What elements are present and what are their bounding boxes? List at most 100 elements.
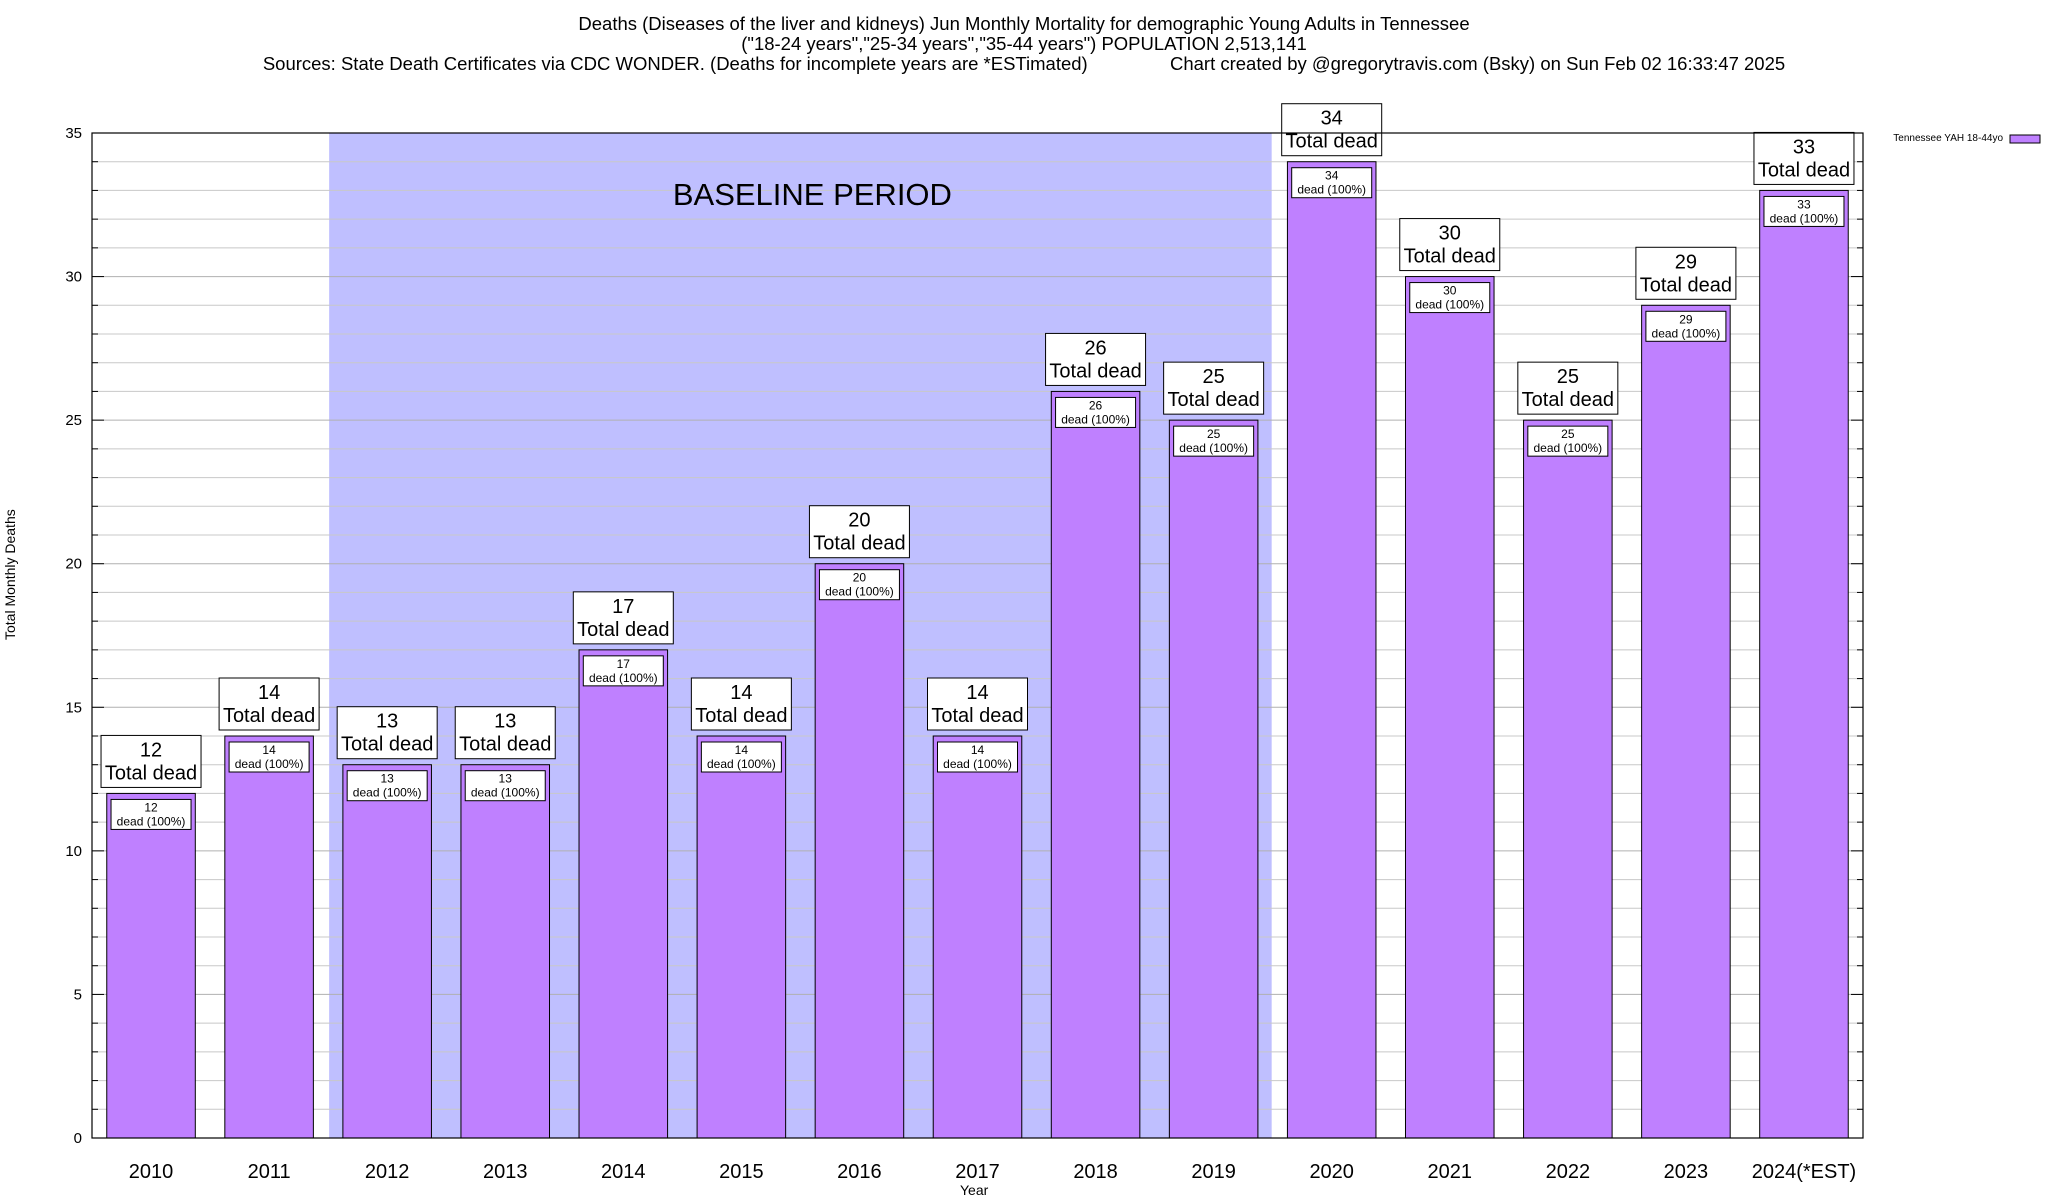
bar-top-caption: Total dead xyxy=(931,705,1023,727)
bar-inner-percent: dead (100%) xyxy=(589,671,658,685)
plot-frame xyxy=(91,132,1864,1139)
bar-inner-percent: dead (100%) xyxy=(471,786,540,800)
bar-top-label-box xyxy=(218,677,320,731)
legend-label: Tennessee YAH 18-44yo xyxy=(1893,133,2003,144)
bar-top-value: 17 xyxy=(612,596,634,618)
bar-top-label-box xyxy=(1045,332,1147,386)
y-tick-label: 15 xyxy=(65,699,82,716)
bar-top-label-box xyxy=(1399,218,1501,272)
bar xyxy=(1523,419,1613,1139)
x-axis-label: Year xyxy=(960,1182,989,1198)
bar-top-value: 34 xyxy=(1321,108,1343,130)
bar-inner-percent: dead (100%) xyxy=(117,814,186,828)
baseline-period-label: BASELINE PERIOD xyxy=(673,177,952,212)
bar-top-label-box xyxy=(1753,131,1855,185)
bar-inner-value: 20 xyxy=(853,571,867,585)
bar-inner-label-box xyxy=(1291,167,1373,199)
x-tick-label: 2013 xyxy=(483,1161,528,1183)
bar-inner-label-box xyxy=(937,741,1018,773)
x-tick-label: 2015 xyxy=(719,1161,764,1183)
bar-top-caption: Total dead xyxy=(105,762,197,784)
x-tick-label: 2018 xyxy=(1073,1161,1118,1183)
x-tick-label: 2022 xyxy=(1546,1161,1591,1183)
bar-top-caption: Total dead xyxy=(1167,389,1259,411)
bar-inner-value: 25 xyxy=(1561,427,1575,441)
y-tick-label: 0 xyxy=(74,1130,82,1147)
bar-inner-percent: dead (100%) xyxy=(1415,298,1484,312)
bar-top-value: 14 xyxy=(966,682,988,704)
bar-top-label-box xyxy=(808,505,910,559)
bar-top-caption: Total dead xyxy=(1758,159,1850,181)
bar-inner-label-box xyxy=(1645,310,1727,342)
bar-inner-label-box xyxy=(1763,195,1845,227)
bar xyxy=(1168,419,1259,1139)
bar-top-value: 20 xyxy=(848,510,870,532)
title-line-1: Deaths (Diseases of the liver and kidney… xyxy=(578,13,1470,34)
bar xyxy=(224,735,314,1139)
y-tick-label: 25 xyxy=(65,412,82,429)
y-tick-label: 5 xyxy=(74,986,82,1003)
y-tick-label: 30 xyxy=(65,269,82,286)
bar-inner-percent: dead (100%) xyxy=(943,757,1012,771)
bar-top-value: 25 xyxy=(1203,366,1225,388)
bar-inner-label-box xyxy=(1055,396,1137,428)
bar-top-value: 14 xyxy=(730,682,752,704)
bar-inner-percent: dead (100%) xyxy=(1297,183,1366,197)
bar xyxy=(814,563,905,1139)
bar-inner-percent: dead (100%) xyxy=(707,757,776,771)
bar-top-value: 14 xyxy=(258,682,280,704)
bar-top-caption: Total dead xyxy=(1286,131,1378,153)
x-tick-label: 2023 xyxy=(1664,1161,1709,1183)
title-line-3: Sources: State Death Certificates via CD… xyxy=(0,54,2048,74)
x-tick-label: 2024(*EST) xyxy=(1752,1161,1857,1183)
bar-top-caption: Total dead xyxy=(1640,274,1732,296)
bar-inner-value: 30 xyxy=(1443,284,1457,298)
bar-inner-value: 29 xyxy=(1679,312,1693,326)
bar-inner-value: 12 xyxy=(144,800,158,814)
bar-inner-percent: dead (100%) xyxy=(235,757,304,771)
y-axis-label: Total Monthly Deaths xyxy=(2,509,18,640)
bar-top-caption: Total dead xyxy=(341,734,433,756)
title-sources: Sources: State Death Certificates via CD… xyxy=(262,53,1088,74)
bar-inner-value: 17 xyxy=(617,657,631,671)
bar-inner-label-box xyxy=(228,741,310,773)
x-tick-label: 2016 xyxy=(837,1161,882,1183)
bar-inner-label-box xyxy=(1527,425,1609,457)
bar-inner-percent: dead (100%) xyxy=(1179,441,1248,455)
bar-inner-label-box xyxy=(346,770,428,802)
bar-top-caption: Total dead xyxy=(1522,389,1614,411)
x-tick-label: 2017 xyxy=(955,1161,1000,1183)
bar-inner-value: 13 xyxy=(499,772,513,786)
bar xyxy=(1286,161,1377,1139)
bar-inner-label-box xyxy=(1409,282,1491,314)
bar-top-value: 29 xyxy=(1675,251,1697,273)
bar-inner-value: 13 xyxy=(380,772,394,786)
bar-top-value: 33 xyxy=(1793,136,1815,158)
bar-top-value: 30 xyxy=(1439,223,1461,245)
x-tick-label: 2020 xyxy=(1309,1161,1354,1183)
bar-top-caption: Total dead xyxy=(577,619,669,641)
title-credit: Chart created by @gregorytravis.com (Bsk… xyxy=(1169,53,1786,74)
bar-top-label-box xyxy=(1635,246,1737,300)
y-tick-label: 10 xyxy=(65,843,82,860)
bar-inner-value: 33 xyxy=(1797,197,1811,211)
bar-top-label-box xyxy=(336,706,438,760)
bar-top-caption: Total dead xyxy=(1404,246,1496,268)
bar-top-label-box xyxy=(100,734,202,788)
bar xyxy=(1404,276,1495,1139)
x-tick-label: 2021 xyxy=(1428,1161,1473,1183)
x-tick-label: 2019 xyxy=(1191,1161,1236,1183)
bar-top-value: 12 xyxy=(140,739,162,761)
bar-top-label-box xyxy=(454,706,556,760)
bar-inner-label-box xyxy=(464,770,546,802)
title-line-2: ("18-24 years","25-34 years","35-44 year… xyxy=(741,33,1307,54)
bar-inner-value: 14 xyxy=(735,743,749,757)
x-tick-label: 2011 xyxy=(248,1161,291,1183)
bar-top-label-box xyxy=(1281,103,1383,157)
bar-top-value: 25 xyxy=(1557,366,1579,388)
x-tick-label: 2014 xyxy=(601,1161,646,1183)
bar-inner-percent: dead (100%) xyxy=(825,585,894,599)
bar-inner-label-box xyxy=(582,655,664,687)
bar xyxy=(460,764,551,1139)
bar-top-caption: Total dead xyxy=(813,533,905,555)
